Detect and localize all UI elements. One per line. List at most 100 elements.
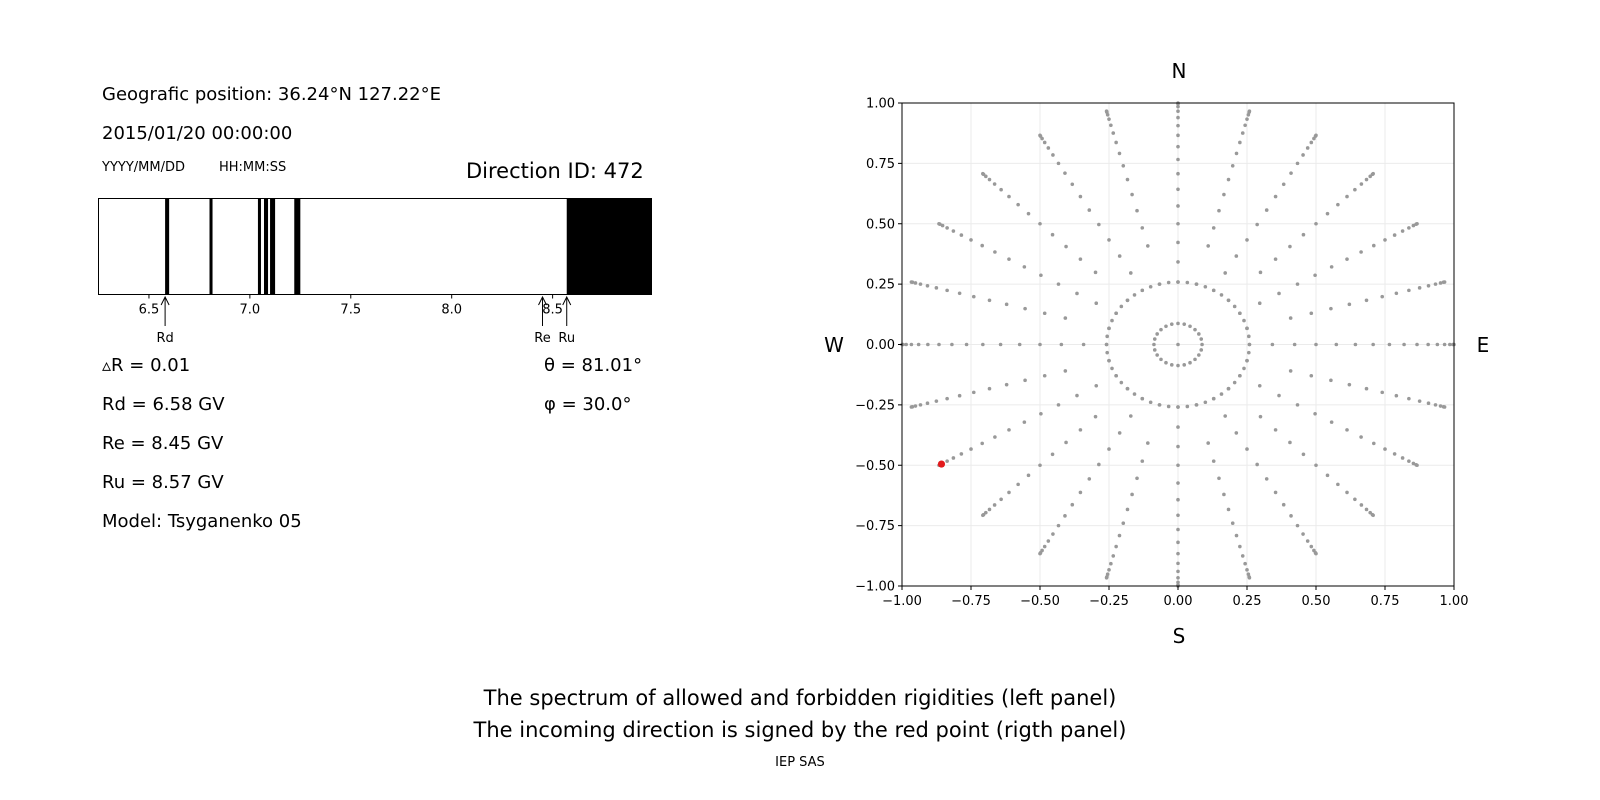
- direction-point: [1309, 311, 1314, 316]
- direction-point: [1007, 428, 1011, 432]
- direction-point: [951, 456, 956, 460]
- direction-point: [992, 182, 997, 186]
- direction-point: [1353, 342, 1358, 347]
- direction-point: [1223, 271, 1227, 275]
- direction-point: [1026, 473, 1031, 478]
- direction-point: [1063, 369, 1068, 373]
- y-tick-label: 0.25: [866, 278, 895, 293]
- direction-point: [1130, 192, 1134, 197]
- direction-point: [1094, 383, 1099, 388]
- direction-point: [1234, 151, 1239, 156]
- direction-point: [1176, 123, 1180, 128]
- direction-point: [987, 177, 992, 182]
- direction-point: [1114, 373, 1118, 378]
- direction-point: [1371, 342, 1375, 347]
- direction-point: [1353, 187, 1357, 192]
- direction-point: [1176, 580, 1180, 585]
- direction-point: [1176, 425, 1180, 429]
- direction-point: [1176, 513, 1180, 518]
- direction-point: [1277, 291, 1281, 296]
- x-tick-label: −1.00: [882, 594, 922, 609]
- direction-point: [1442, 280, 1447, 284]
- direction-point: [1152, 348, 1157, 352]
- direction-point: [1200, 342, 1204, 347]
- direction-point: [1056, 161, 1061, 166]
- direction-point: [1104, 342, 1109, 347]
- marker-label-rd: Rd: [156, 331, 173, 346]
- direction-point: [1347, 302, 1352, 307]
- direction-point: [1402, 342, 1406, 347]
- footer-credit: IEP SAS: [775, 755, 825, 770]
- direction-point: [1232, 304, 1237, 309]
- direction-point: [1078, 257, 1083, 261]
- direction-point: [913, 281, 918, 285]
- direction-point: [1104, 575, 1109, 580]
- direction-point: [1288, 316, 1293, 320]
- direction-point: [1176, 144, 1180, 149]
- direction-point: [1164, 324, 1168, 329]
- marker-label-ru: Ru: [558, 331, 575, 346]
- direction-point: [1243, 561, 1247, 566]
- direction-point: [1050, 232, 1055, 237]
- direction-point: [1105, 350, 1109, 355]
- direction-point: [1383, 238, 1387, 242]
- direction-point: [945, 288, 949, 293]
- direction-point: [1176, 321, 1180, 326]
- direction-point: [1438, 404, 1443, 408]
- direction-point: [945, 226, 949, 230]
- direction-point: [1273, 257, 1278, 261]
- direction-point: [1176, 280, 1180, 284]
- marker-label-re: Re: [534, 331, 550, 346]
- direction-point: [1107, 326, 1111, 331]
- direction-point: [1152, 337, 1157, 341]
- y-tick-label: −0.50: [855, 459, 895, 474]
- direction-point: [1176, 569, 1180, 574]
- direction-point: [1301, 452, 1306, 457]
- direction-point: [1301, 232, 1306, 237]
- x-tick-label: 0.75: [1371, 594, 1400, 609]
- direction-point: [1159, 327, 1163, 332]
- direction-point: [1111, 131, 1116, 135]
- direction-point: [1078, 490, 1083, 495]
- direction-point: [1093, 414, 1098, 419]
- direction-point: [1417, 399, 1422, 403]
- direction-point: [1016, 482, 1020, 487]
- direction-point: [1238, 140, 1242, 145]
- direction-point: [913, 404, 918, 408]
- direction-point: [1070, 502, 1075, 507]
- direction-point: [1329, 378, 1333, 383]
- direction-point: [1007, 194, 1011, 199]
- direction-point: [1289, 171, 1293, 175]
- direction-point: [1433, 403, 1438, 407]
- direction-point: [1407, 396, 1411, 401]
- direction-point: [1245, 238, 1249, 242]
- direction-point: [1026, 211, 1031, 216]
- direction-point: [1064, 440, 1068, 445]
- direction-point: [1182, 322, 1187, 326]
- y-tick-label: −0.25: [855, 398, 895, 413]
- direction-point: [1176, 363, 1180, 368]
- direction-point: [1206, 441, 1210, 445]
- direction-point: [1159, 357, 1163, 362]
- direction-point: [1075, 291, 1079, 296]
- y-tick-label: 0.50: [866, 217, 895, 232]
- direction-point: [1176, 260, 1180, 264]
- date-format-label: YYYY/MM/DD: [102, 160, 185, 175]
- direction-point: [1371, 513, 1375, 518]
- direction-point: [1245, 358, 1249, 363]
- direction-point: [1039, 273, 1043, 278]
- direction-point: [1309, 373, 1314, 378]
- direction-point: [1121, 164, 1126, 168]
- x-tick-label: 0.50: [1302, 594, 1331, 609]
- direction-point: [1394, 291, 1399, 296]
- direction-point: [1380, 390, 1385, 395]
- direction-point: [1094, 301, 1099, 306]
- direction-point: [1270, 342, 1275, 347]
- direction-point: [1105, 334, 1109, 339]
- direction-point: [1063, 316, 1068, 320]
- direction-point: [1219, 293, 1224, 297]
- direction-point: [1394, 393, 1399, 398]
- direction-point: [1125, 177, 1130, 182]
- direction-point: [1117, 533, 1122, 538]
- direction-point: [1238, 311, 1242, 316]
